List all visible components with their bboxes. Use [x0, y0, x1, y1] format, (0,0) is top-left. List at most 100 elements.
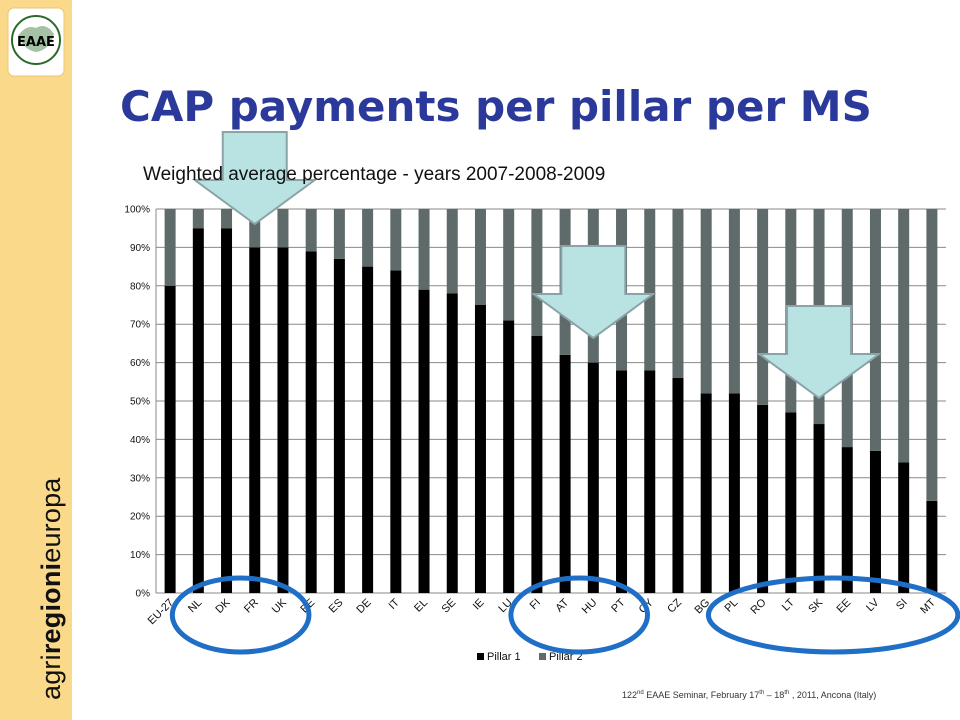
- bar-pillar-1-uk: [277, 247, 289, 593]
- bar-pillar-1-dk: [221, 228, 233, 593]
- bar-pillar-1-be: [305, 251, 317, 594]
- bar-pillar-2-uk: [277, 209, 289, 248]
- bar-pillar-1-bg: [700, 393, 712, 593]
- bar-pillar-2-pl: [728, 209, 740, 394]
- bar-pillar-2-cy: [644, 209, 656, 371]
- bar-pillar-2-se: [446, 209, 458, 294]
- y-tick-label: 40%: [130, 435, 150, 446]
- bar-pillar-1-lu: [503, 320, 515, 593]
- x-tick-label: FR: [242, 597, 261, 616]
- bar-pillar-2-de: [362, 209, 374, 267]
- logo-text: EAAE: [17, 35, 55, 50]
- bar-pillar-2-ro: [757, 209, 769, 405]
- x-tick-label: FI: [528, 597, 543, 612]
- y-tick-label: 30%: [130, 473, 150, 484]
- bar-pillar-1-se: [446, 293, 458, 593]
- bar-pillar-1-lt: [785, 412, 797, 593]
- bar-pillar-1-at: [559, 354, 571, 593]
- bar-pillar-1-de: [362, 266, 374, 593]
- bar-pillar-1-es: [333, 258, 345, 593]
- x-tick-label: DE: [354, 597, 373, 616]
- grid: [155, 208, 946, 594]
- footer-sup-2: th: [759, 690, 765, 696]
- highlight-ellipse-3: [705, 575, 960, 655]
- x-tick-label: HU: [580, 597, 600, 617]
- bar-pillar-2-cz: [672, 209, 684, 378]
- x-tick-label: CZ: [665, 596, 684, 615]
- bar-pillar-1-cz: [672, 377, 684, 593]
- bar-pillar-2-lv: [869, 209, 881, 451]
- down-arrow-icon: [530, 245, 657, 340]
- eaae-logo: EAAE: [7, 7, 65, 77]
- down-arrow-icon: [191, 131, 318, 226]
- x-tick-label: ES: [327, 597, 346, 616]
- bar-pillar-1-si: [898, 462, 910, 593]
- x-tick-label: UK: [270, 596, 290, 616]
- bar-pillar-1-pt: [616, 370, 628, 593]
- x-tick-label: LT: [780, 596, 797, 613]
- bar-pillar-1-ie: [474, 305, 486, 593]
- y-tick-label: 90%: [130, 243, 150, 254]
- bar-pillar-2-nl: [192, 209, 204, 229]
- legend-swatch: [539, 653, 546, 660]
- bar-pillar-1-eu-27: [164, 285, 176, 593]
- y-tick-label: 0%: [136, 589, 151, 600]
- x-tick-label: IT: [387, 596, 403, 612]
- x-tick-label: MT: [918, 596, 938, 616]
- highlight-ellipse-1: [169, 575, 312, 655]
- bar-pillar-1-cy: [644, 370, 656, 593]
- y-tick-label: 100%: [124, 205, 150, 216]
- y-tick-label: 70%: [130, 320, 150, 331]
- bar-pillar-2-be: [305, 209, 317, 252]
- bar-pillar-1-el: [418, 289, 430, 593]
- x-tick-label: PL: [723, 597, 741, 615]
- bar-pillar-1-fi: [531, 335, 543, 593]
- highlight-ellipse-2: [508, 575, 651, 655]
- y-axis: 0% 10% 20% 30% 40% 50% 60% 70% 80% 90% 100%: [124, 205, 150, 600]
- y-tick-label: 60%: [130, 358, 150, 369]
- bar-pillar-2-es: [333, 209, 345, 259]
- bar-pillar-1-lv: [869, 450, 881, 593]
- chart-title: Weighted average percentage - years 2007…: [143, 164, 606, 185]
- bar-pillar-1-nl: [192, 228, 204, 593]
- bar-pillar-1-fr: [249, 247, 261, 593]
- bar-pillar-2-ie: [474, 209, 486, 305]
- legend-swatch: [477, 653, 484, 660]
- down-arrow-icon: [755, 305, 883, 400]
- bar-pillar-2-mt: [926, 209, 938, 501]
- bar-pillar-2-eu-27: [164, 209, 176, 286]
- bar-pillar-1-ee: [841, 447, 853, 593]
- x-tick-label: PT: [609, 596, 628, 615]
- x-tick-label: DK: [213, 596, 233, 616]
- x-tick-label: AT: [553, 596, 571, 614]
- bar-pillar-1-hu: [587, 362, 599, 593]
- footer-text-3: – 18: [764, 690, 785, 700]
- x-tick-label: NL: [186, 597, 204, 615]
- x-axis: EU-27 NL DK FR UK BE ES DE IT EL SE IE LU FI AT HU PT CY C…: [146, 596, 939, 627]
- highlight-arrows: [191, 131, 883, 400]
- y-tick-label: 10%: [130, 550, 150, 561]
- x-tick-label: SK: [806, 596, 825, 615]
- footer-sup-1: nd: [637, 690, 644, 696]
- bar-pillar-2-fr: [249, 209, 261, 248]
- y-tick-label: 20%: [130, 512, 150, 523]
- bar-pillar-2-dk: [221, 209, 233, 229]
- footer-text-1: 122: [622, 690, 638, 700]
- bar-pillar-1-pl: [728, 393, 740, 593]
- legend-label: Pillar 1: [487, 651, 521, 663]
- sidebar-band: EAAE agriregionieuropa: [0, 0, 72, 720]
- x-tick-label: SI: [894, 597, 910, 613]
- footer-sup-3: th: [784, 690, 790, 696]
- x-tick-label: IE: [471, 597, 487, 613]
- bar-pillar-1-ro: [757, 404, 769, 593]
- slide-title: CAP payments per pillar per MS: [120, 82, 872, 131]
- x-tick-label: LV: [864, 596, 882, 614]
- footer-text-2: EAAE Seminar, February 17: [643, 690, 760, 700]
- bar-pillar-2-fi: [531, 209, 543, 336]
- x-tick-label: EL: [412, 597, 430, 615]
- footer-text-4: , 2011, Ancona (Italy): [789, 690, 877, 700]
- bar-pillar-2-lu: [503, 209, 515, 321]
- bar-pillar-1-sk: [813, 424, 825, 593]
- bar-pillar-1-it: [390, 270, 402, 593]
